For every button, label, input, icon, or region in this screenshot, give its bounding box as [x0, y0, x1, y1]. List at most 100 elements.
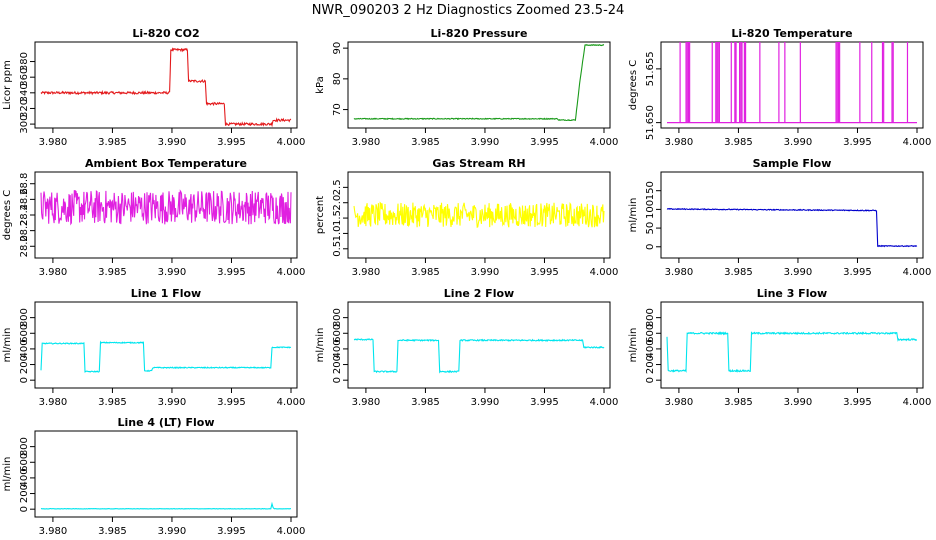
y-tick-label: 0 — [19, 377, 30, 383]
plot-frame — [34, 430, 298, 518]
x-tick-label: 4.000 — [277, 397, 306, 408]
y-tick-label: 400 — [332, 339, 343, 358]
series-line — [353, 43, 605, 122]
panel-1: Li-820 CO2 3.980 3.985 3.990 3.995 4.000 30032… — [2, 27, 305, 148]
y-tick-label: 1.5 — [332, 210, 343, 226]
y-axis-label: ml/min — [628, 328, 639, 363]
plot-frame — [34, 301, 298, 389]
x-tick-label: 3.995 — [843, 137, 872, 148]
y-tick-label: 600 — [332, 324, 343, 343]
plot-frame — [660, 41, 924, 129]
x-tick-label: 3.985 — [98, 526, 127, 537]
y-tick-label: 400 — [645, 339, 656, 358]
y-tick-label: 600 — [19, 324, 30, 343]
series-line — [40, 340, 292, 373]
panel-6: Sample Flow 3.980 3.985 3.990 3.995 4.000 0 50 1… — [628, 157, 931, 278]
y-tick-label: 80 — [332, 72, 343, 85]
series-line — [666, 207, 918, 248]
x-tick-label: 4.000 — [277, 267, 306, 278]
panel-3: Li-820 Temperature 3.980 3.985 3.990 3.995 4.… — [628, 27, 931, 148]
x-tick-label: 3.995 — [530, 397, 559, 408]
y-tick-label: 380 — [19, 52, 30, 71]
x-tick-label: 3.990 — [784, 267, 813, 278]
x-tick-label: 3.985 — [411, 267, 440, 278]
plot-frame — [347, 41, 611, 129]
x-tick-label: 3.990 — [158, 137, 187, 148]
x-tick-label: 3.980 — [352, 267, 381, 278]
y-tick-label: 200 — [19, 355, 30, 374]
y-axis-label: kPa — [315, 76, 326, 94]
y-tick-label: 400 — [19, 468, 30, 487]
y-tick-label: 150 — [645, 181, 656, 200]
x-tick-label: 3.990 — [784, 397, 813, 408]
panel-2: Li-820 Pressure 3.980 3.985 3.990 3.995 4.000… — [315, 27, 618, 148]
y-tick-label: 200 — [645, 355, 656, 374]
x-tick-label: 4.000 — [903, 137, 932, 148]
panel-title: Line 3 Flow — [757, 287, 827, 300]
y-tick-label: 28.4 — [19, 204, 30, 226]
x-tick-label: 3.985 — [411, 137, 440, 148]
x-tick-label: 3.980 — [665, 397, 694, 408]
x-tick-label: 3.990 — [471, 137, 500, 148]
panel-title: Line 4 (LT) Flow — [118, 416, 215, 429]
panel-5: Gas Stream RH 3.980 3.985 3.990 3.995 4.000 0.… — [315, 157, 618, 278]
x-tick-label: 4.000 — [277, 526, 306, 537]
x-tick-label: 3.985 — [724, 397, 753, 408]
x-tick-label: 3.995 — [217, 397, 246, 408]
y-tick-label: 800 — [332, 308, 343, 327]
x-tick-label: 4.000 — [277, 137, 306, 148]
y-axis-label: percent — [315, 196, 326, 234]
y-tick-label: 70 — [332, 103, 343, 116]
x-tick-label: 3.980 — [665, 267, 694, 278]
main-title: NWR_090203 2 Hz Diagnostics Zoomed 23.5-… — [312, 3, 625, 18]
plot-frame — [347, 171, 611, 259]
series-line — [40, 189, 292, 226]
panel-10: Line 4 (LT) Flow 3.980 3.985 3.990 3.995 4.00… — [2, 416, 305, 537]
panel-title: Li-820 Pressure — [431, 27, 528, 40]
panel-7: Line 1 Flow 3.980 3.985 3.990 3.995 4.000 0 200… — [2, 287, 305, 408]
x-tick-label: 3.980 — [39, 137, 68, 148]
x-tick-label: 3.980 — [352, 397, 381, 408]
y-axis-label: ml/min — [2, 457, 13, 492]
x-tick-label: 4.000 — [590, 267, 619, 278]
x-tick-label: 3.985 — [724, 267, 753, 278]
y-axis-label: ml/min — [315, 328, 326, 363]
x-tick-label: 3.990 — [158, 267, 187, 278]
y-tick-label: 2.5 — [332, 179, 343, 195]
y-axis-label: degrees C — [2, 190, 13, 240]
y-tick-label: 600 — [19, 453, 30, 472]
x-tick-label: 3.985 — [98, 397, 127, 408]
x-tick-label: 3.985 — [98, 267, 127, 278]
x-tick-label: 3.990 — [471, 267, 500, 278]
y-tick-label: 200 — [332, 355, 343, 374]
y-tick-label: 0 — [19, 506, 30, 512]
y-tick-label: 0 — [332, 377, 343, 383]
plot-frame — [34, 41, 298, 129]
y-tick-label: 800 — [19, 437, 30, 456]
x-tick-label: 3.990 — [471, 397, 500, 408]
plot-frame — [660, 301, 924, 389]
panel-title: Gas Stream RH — [432, 157, 525, 170]
y-axis-label: Licor ppm — [2, 60, 13, 110]
y-tick-label: 28.6 — [19, 188, 30, 210]
panels-container: Li-820 CO2 3.980 3.985 3.990 3.995 4.000 30032… — [2, 27, 931, 537]
panel-title: Li-820 CO2 — [132, 27, 199, 40]
panel-title: Li-820 Temperature — [731, 27, 852, 40]
x-tick-label: 3.980 — [352, 137, 381, 148]
x-tick-label: 3.995 — [217, 267, 246, 278]
x-tick-label: 4.000 — [903, 397, 932, 408]
y-tick-label: 90 — [332, 42, 343, 55]
y-tick-label: 0 — [645, 244, 656, 250]
x-tick-label: 3.990 — [158, 526, 187, 537]
y-tick-label: 340 — [19, 83, 30, 102]
series-line — [40, 47, 292, 128]
series-line — [353, 338, 605, 374]
panel-title: Sample Flow — [753, 157, 832, 170]
y-tick-label: 51.655 — [645, 51, 656, 86]
panel-4: Ambient Box Temperature 3.980 3.985 3.990 3.… — [2, 157, 305, 278]
series-line — [353, 201, 605, 229]
series-line — [666, 331, 917, 374]
y-tick-label: 28.8 — [19, 173, 30, 195]
panel-title: Line 1 Flow — [131, 287, 201, 300]
y-axis-label: ml/min — [628, 198, 639, 233]
